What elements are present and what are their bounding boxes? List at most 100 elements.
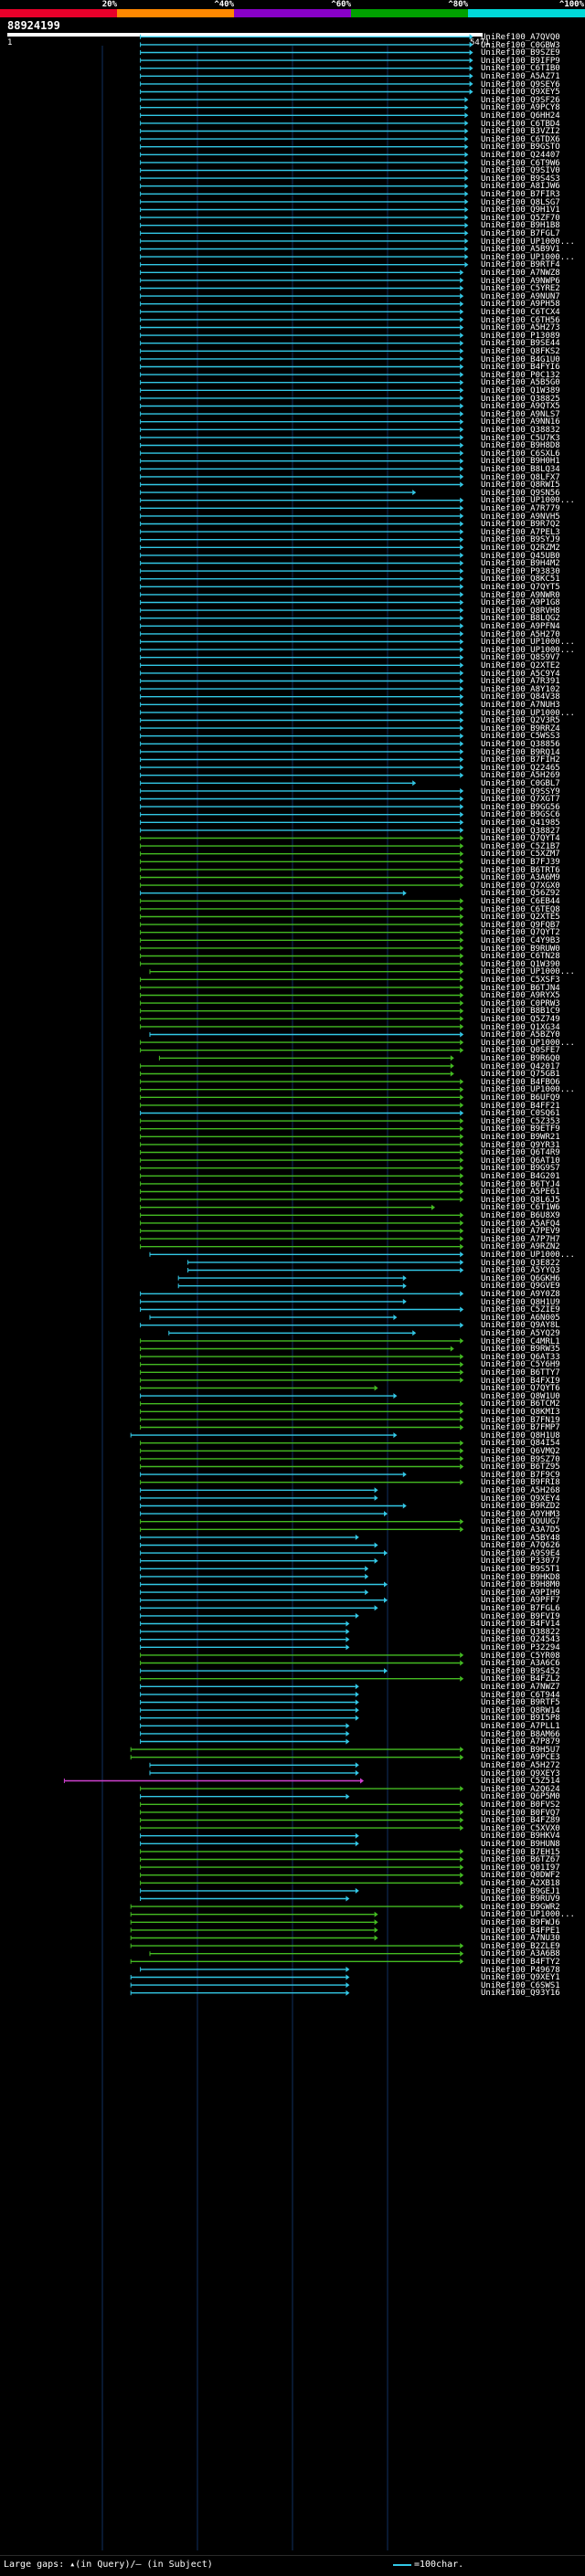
alignment-hit[interactable] [140, 1825, 464, 1832]
alignment-hit[interactable] [140, 505, 464, 512]
alignment-hit[interactable] [140, 1062, 454, 1069]
hit-label[interactable]: UniRef100_B6UFQ9 [481, 1093, 560, 1103]
hit-label[interactable]: UniRef100_Q8L6J5 [481, 1195, 560, 1205]
alignment-hit[interactable] [140, 1157, 464, 1164]
alignment-hit[interactable] [140, 1023, 464, 1029]
alignment-hit[interactable] [140, 796, 464, 802]
alignment-hit[interactable] [140, 1550, 388, 1557]
alignment-hit[interactable] [140, 128, 469, 134]
hit-label[interactable]: UniRef100_Q45UB0 [481, 551, 560, 561]
alignment-hit[interactable] [140, 1589, 369, 1596]
alignment-hit[interactable] [140, 152, 469, 158]
alignment-hit[interactable] [140, 136, 469, 143]
hit-label[interactable]: UniRef100_B6TZ67 [481, 1855, 560, 1865]
alignment-hit[interactable] [130, 1927, 378, 1933]
hit-label[interactable]: UniRef100_Q9XEY4 [481, 1494, 560, 1504]
alignment-hit[interactable] [140, 843, 464, 850]
hit-label[interactable]: UniRef100_C5XZM7 [481, 850, 560, 860]
hit-label[interactable]: UniRef100_B9G9S7 [481, 1164, 560, 1174]
alignment-hit[interactable] [140, 741, 464, 747]
alignment-hit[interactable] [149, 1762, 359, 1768]
hit-label[interactable]: UniRef100_C6TIB0 [481, 64, 560, 74]
hit-label[interactable]: UniRef100_B9H4M2 [481, 559, 560, 569]
hit-label[interactable]: UniRef100_A6N005 [481, 1313, 560, 1323]
hit-label[interactable]: UniRef100_B6TRT6 [481, 865, 560, 875]
alignment-hit[interactable] [140, 804, 464, 810]
hit-label[interactable]: UniRef100_B9HKD8 [481, 1572, 560, 1582]
hit-label[interactable]: UniRef100_Q42017 [481, 1061, 560, 1072]
alignment-hit[interactable] [140, 340, 464, 346]
hit-label[interactable]: UniRef100_B4G1U0 [481, 354, 560, 364]
alignment-hit[interactable] [140, 654, 464, 660]
hit-label[interactable]: UniRef100_A5H268 [481, 1486, 560, 1495]
alignment-hit[interactable] [140, 442, 464, 449]
alignment-hit[interactable] [140, 702, 464, 708]
hit-label[interactable]: UniRef100_A7PEL3 [481, 527, 560, 537]
hit-label[interactable]: UniRef100_A5AFQ4 [481, 1219, 560, 1229]
alignment-hit[interactable] [140, 1621, 350, 1627]
hit-label[interactable]: UniRef100_B9HUN8 [481, 1840, 560, 1849]
alignment-hit[interactable] [140, 481, 464, 488]
hit-label[interactable]: UniRef100_Q38822 [481, 1627, 560, 1637]
alignment-hit[interactable] [140, 1212, 464, 1219]
alignment-hit[interactable] [140, 1298, 407, 1304]
alignment-hit[interactable] [140, 599, 464, 606]
hit-label[interactable]: UniRef100_UP1000... [481, 1085, 575, 1095]
hit-label[interactable]: UniRef100_QOUUG7 [481, 1517, 560, 1527]
hit-label[interactable]: UniRef100_A7NU30 [481, 1934, 560, 1944]
hit-label[interactable]: UniRef100_Q9FQB7 [481, 920, 560, 930]
alignment-hit[interactable] [140, 1219, 464, 1226]
alignment-hit[interactable] [140, 536, 464, 543]
alignment-hit[interactable] [140, 819, 464, 826]
alignment-hit[interactable] [140, 473, 464, 480]
hit-label[interactable]: UniRef100_B9RW35 [481, 1345, 560, 1355]
alignment-hit[interactable] [140, 316, 464, 322]
hit-label[interactable]: UniRef100_A2Q624 [481, 1784, 560, 1794]
alignment-hit[interactable] [140, 49, 473, 56]
hit-label[interactable]: UniRef100_A9NWP6 [481, 276, 560, 286]
hit-label[interactable]: UniRef100_UP1000... [481, 1038, 575, 1048]
alignment-hit[interactable] [130, 1958, 464, 1965]
hit-label[interactable]: UniRef100_B9IFP9 [481, 56, 560, 66]
alignment-hit[interactable] [140, 1542, 378, 1548]
hit-label[interactable]: UniRef100_B9FRI8 [481, 1478, 560, 1488]
alignment-hit[interactable] [140, 850, 464, 857]
alignment-hit[interactable] [140, 333, 464, 339]
hit-label[interactable]: UniRef100_A5B9V1 [481, 245, 560, 255]
alignment-hit[interactable] [63, 1778, 364, 1784]
alignment-hit[interactable] [140, 1197, 464, 1203]
alignment-hit[interactable] [140, 1832, 359, 1839]
hit-label[interactable]: UniRef100_B9SE44 [481, 339, 560, 349]
alignment-hit[interactable] [140, 937, 464, 944]
alignment-hit[interactable] [140, 615, 464, 621]
hit-label[interactable]: UniRef100_A9QTX5 [481, 402, 560, 412]
alignment-hit[interactable] [130, 1432, 398, 1439]
hit-label[interactable]: UniRef100_Q9AY8L [481, 1321, 560, 1331]
alignment-hit[interactable] [140, 364, 464, 370]
hit-label[interactable]: UniRef100_B9R6Q0 [481, 1054, 560, 1063]
hit-label[interactable]: UniRef100_B7F9C9 [481, 1470, 560, 1480]
alignment-hit[interactable] [140, 992, 464, 998]
alignment-hit[interactable] [140, 686, 464, 692]
alignment-hit[interactable] [140, 395, 464, 401]
alignment-hit[interactable] [140, 1684, 359, 1690]
hit-label[interactable]: UniRef100_A9NWR0 [481, 590, 560, 600]
hit-label[interactable]: UniRef100_B9H8M0 [481, 1580, 560, 1590]
hit-label[interactable]: UniRef100_B9S5T1 [481, 1565, 560, 1574]
hit-label[interactable]: UniRef100_B9H0H1 [481, 457, 560, 467]
alignment-hit[interactable] [130, 1747, 464, 1753]
alignment-hit[interactable] [140, 167, 469, 174]
hit-label[interactable]: UniRef100_B9GSC6 [481, 810, 560, 820]
hit-label[interactable]: UniRef100_B4FPE1 [481, 1926, 560, 1936]
hit-label[interactable]: UniRef100_Q56Z92 [481, 889, 560, 899]
alignment-hit[interactable] [140, 1699, 359, 1705]
alignment-hit[interactable] [140, 1322, 464, 1328]
hit-label[interactable]: UniRef100_B9H5U7 [481, 1745, 560, 1755]
hit-label[interactable]: UniRef100_UP1000... [481, 1251, 575, 1260]
alignment-hit[interactable] [140, 34, 473, 40]
alignment-hit[interactable] [140, 630, 464, 637]
alignment-hit[interactable] [140, 945, 464, 951]
hit-label[interactable]: UniRef100_A7P879 [481, 1737, 560, 1747]
alignment-hit[interactable] [140, 568, 464, 575]
alignment-hit[interactable] [140, 882, 464, 889]
